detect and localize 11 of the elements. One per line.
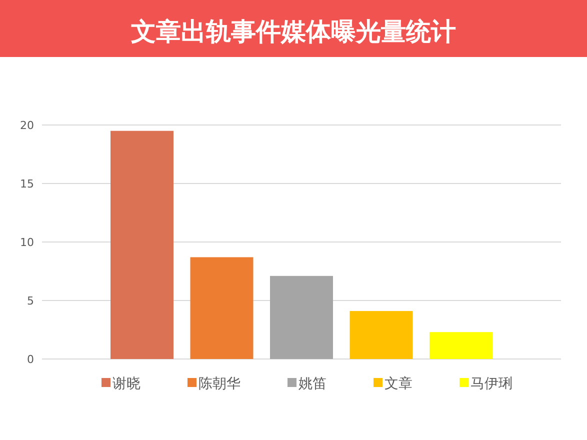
y-tick-label: 10	[20, 236, 34, 249]
legend-label: 陈朝华	[198, 376, 240, 392]
chart-title: 文章出轨事件媒体曝光量统计	[131, 17, 456, 46]
legend-label: 马伊琍	[470, 376, 512, 392]
legend-label: 姚笛	[298, 376, 326, 392]
y-tick-label: 15	[20, 178, 34, 190]
y-tick-label: 0	[27, 353, 34, 366]
legend-label: 谢晓	[112, 376, 140, 392]
y-tick-label: 20	[20, 119, 34, 132]
y-tick-label: 5	[27, 294, 34, 308]
legend-label: 文章	[384, 376, 412, 392]
